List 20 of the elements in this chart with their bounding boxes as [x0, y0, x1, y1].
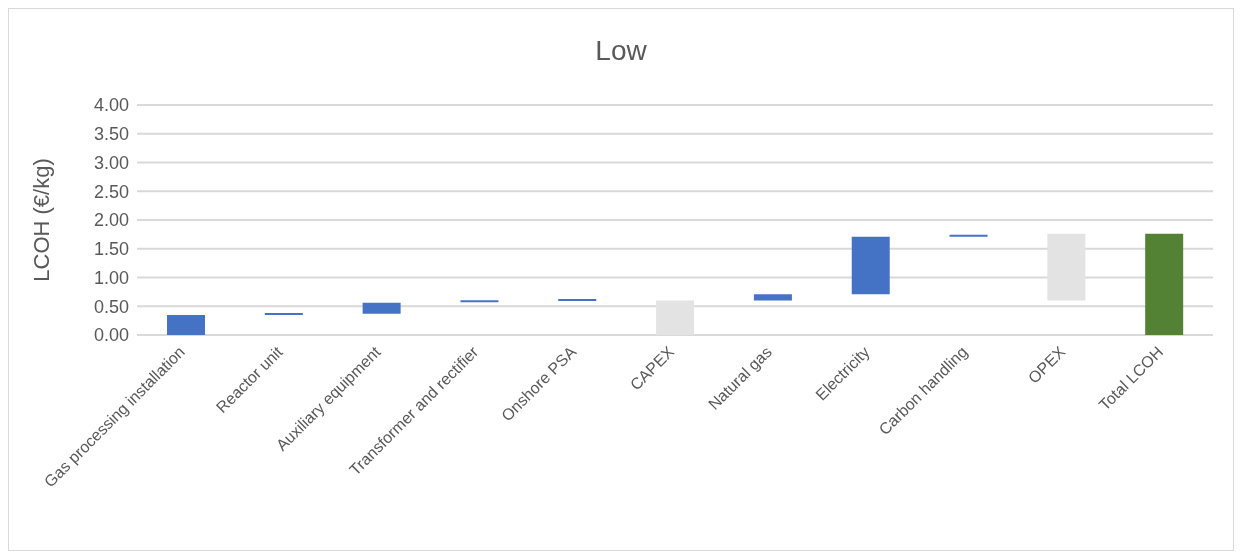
- y-tick-label: 1.50: [93, 239, 129, 260]
- y-tick-label: 0.00: [93, 325, 129, 346]
- bar: [949, 234, 988, 237]
- y-tick-label: 1.00: [93, 267, 129, 288]
- bar: [362, 302, 401, 314]
- y-axis-title: LCOH (€/kg): [28, 158, 54, 282]
- y-tick-label: 3.50: [93, 124, 129, 145]
- bar: [851, 236, 890, 295]
- y-tick-label: 2.50: [93, 181, 129, 202]
- bar: [753, 294, 792, 301]
- y-tick-label: 3.00: [93, 152, 129, 173]
- y-tick-label: 2.00: [93, 210, 129, 231]
- bar: [264, 312, 303, 315]
- bar: [167, 314, 205, 335]
- y-tick-label: 0.50: [93, 296, 129, 317]
- chart-title: Low: [594, 35, 648, 67]
- y-tick-label: 4.00: [93, 95, 129, 116]
- bar: [460, 300, 499, 303]
- bar: [558, 299, 597, 302]
- bar: [1145, 233, 1184, 335]
